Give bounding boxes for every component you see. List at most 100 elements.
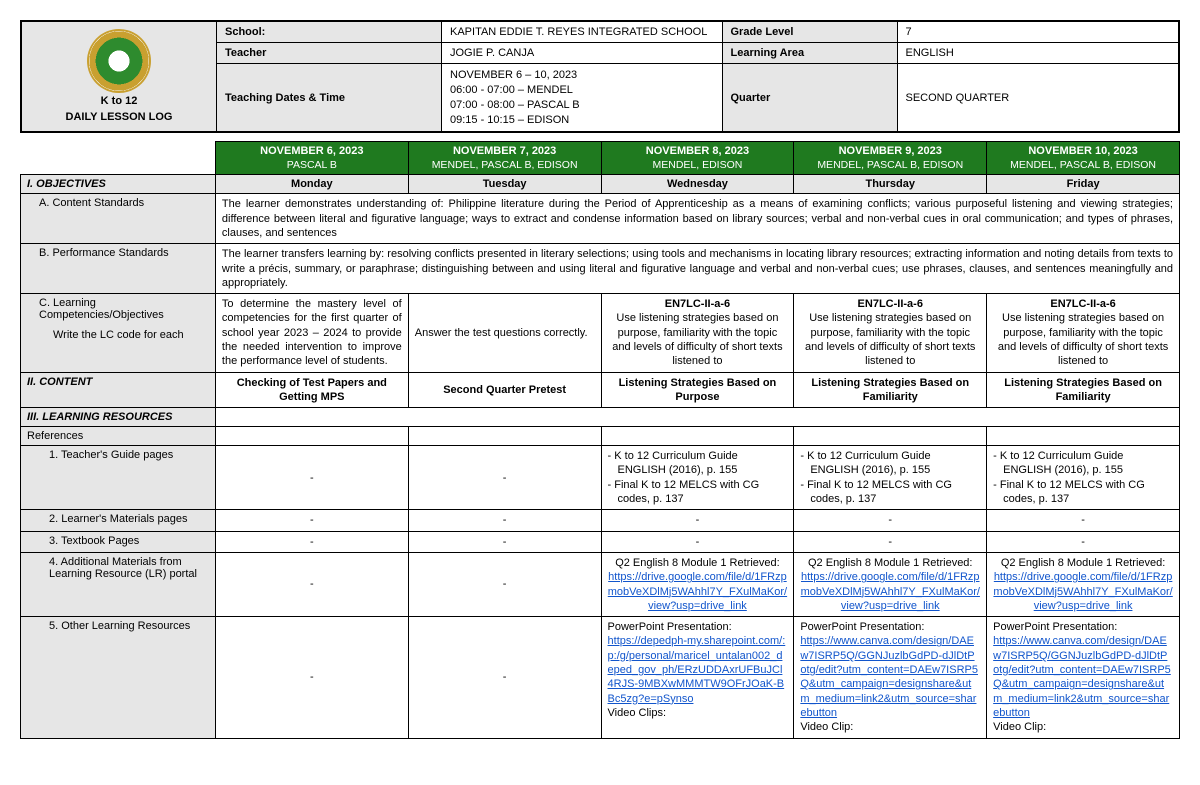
label-textbook: 3. Textbook Pages	[21, 531, 216, 552]
addl-link[interactable]: https://drive.google.com/file/d/1FRzpmob…	[993, 571, 1172, 612]
content-standards-text: The learner demonstrates understanding o…	[215, 194, 1179, 244]
day-header-row: NOVEMBER 6, 2023 PASCAL B NOVEMBER 7, 202…	[21, 142, 1180, 175]
comp-tue: Answer the test questions correctly.	[408, 294, 601, 372]
row-performance-standards: B. Performance Standards The learner tra…	[21, 244, 1180, 294]
day-classes: PASCAL B	[220, 159, 404, 173]
other-thu: PowerPoint Presentation: https://www.can…	[794, 617, 987, 738]
row-additional: 4. Additional Materials from Learning Re…	[21, 552, 1180, 616]
label-competencies-main: C. Learning Competencies/Objectives	[39, 297, 164, 321]
video-label: Video Clips:	[608, 707, 667, 719]
lc-text: Use listening strategies based on purpos…	[612, 312, 782, 367]
day-name: Friday	[987, 175, 1180, 194]
label-grade: Grade Level	[723, 22, 898, 43]
comp-fri: EN7LC-II-a-6 Use listening strategies ba…	[987, 294, 1180, 372]
section-objectives: I. OBJECTIVES	[21, 175, 216, 194]
day-header: NOVEMBER 7, 2023 MENDEL, PASCAL B, EDISON	[408, 142, 601, 175]
lc-code: EN7LC-II-a-6	[1050, 298, 1115, 310]
label-competencies: C. Learning Competencies/Objectives Writ…	[21, 294, 216, 372]
section-resources: III. LEARNING RESOURCES	[21, 408, 216, 427]
day-name: Monday	[215, 175, 408, 194]
tg-item: Final K to 12 MELCS with CG codes, p. 13…	[800, 478, 980, 507]
label-competencies-sub: Write the LC code for each	[39, 329, 184, 341]
row-references: References	[21, 427, 1180, 446]
row-content-standards: A. Content Standards The learner demonst…	[21, 194, 1180, 244]
pp-label: PowerPoint Presentation:	[993, 621, 1117, 633]
label-additional: 4. Additional Materials from Learning Re…	[21, 552, 216, 616]
row-resources-header: III. LEARNING RESOURCES	[21, 408, 1180, 427]
day-classes: MENDEL, PASCAL B, EDISON	[798, 159, 982, 173]
day-date: NOVEMBER 7, 2023	[453, 145, 556, 157]
day-date: NOVEMBER 8, 2023	[646, 145, 749, 157]
value-school: KAPITAN EDDIE T. REYES INTEGRATED SCHOOL	[442, 22, 723, 43]
pp-link[interactable]: https://www.canva.com/design/DAEw7ISRP5Q…	[993, 635, 1171, 718]
tg-item: K to 12 Curriculum Guide ENGLISH (2016),…	[608, 449, 788, 478]
tg-item: K to 12 Curriculum Guide ENGLISH (2016),…	[800, 449, 980, 478]
value-teacher: JOGIE P. CANJA	[442, 43, 723, 64]
day-date: NOVEMBER 10, 2023	[1028, 145, 1137, 157]
value-area: ENGLISH	[898, 43, 1179, 64]
day-name: Tuesday	[408, 175, 601, 194]
lesson-table: NOVEMBER 6, 2023 PASCAL B NOVEMBER 7, 202…	[20, 141, 1180, 738]
day-classes: MENDEL, PASCAL B, EDISON	[991, 159, 1175, 173]
tg-thu: K to 12 Curriculum Guide ENGLISH (2016),…	[794, 446, 987, 510]
tg-wed: K to 12 Curriculum Guide ENGLISH (2016),…	[601, 446, 794, 510]
content-wed: Listening Strategies Based on Purpose	[601, 372, 794, 408]
tg-item: K to 12 Curriculum Guide ENGLISH (2016),…	[993, 449, 1173, 478]
label-tg-pages: 1. Teacher's Guide pages	[21, 446, 216, 510]
other-fri: PowerPoint Presentation: https://www.can…	[987, 617, 1180, 738]
pp-label: PowerPoint Presentation:	[608, 621, 732, 633]
addl-fri: Q2 English 8 Module 1 Retrieved: https:/…	[987, 552, 1180, 616]
lc-text: Use listening strategies based on purpos…	[805, 312, 975, 367]
comp-mon: To determine the mastery level of compet…	[215, 294, 408, 372]
addl-link[interactable]: https://drive.google.com/file/d/1FRzpmob…	[608, 571, 787, 612]
addl-intro: Q2 English 8 Module 1 Retrieved:	[808, 557, 972, 569]
day-classes: MENDEL, PASCAL B, EDISON	[413, 159, 597, 173]
day-header: NOVEMBER 9, 2023 MENDEL, PASCAL B, EDISON	[794, 142, 987, 175]
tg-item: Final K to 12 MELCS with CG codes, p. 13…	[993, 478, 1173, 507]
pp-link[interactable]: https://depedph-my.sharepoint.com/:p:/g/…	[608, 635, 786, 704]
other-wed: PowerPoint Presentation: https://depedph…	[601, 617, 794, 738]
k12-title-2: DAILY LESSON LOG	[66, 111, 173, 123]
lesson-log: K to 12 DAILY LESSON LOG School: KAPITAN…	[20, 20, 1180, 133]
tg-item: Final K to 12 MELCS with CG codes, p. 13…	[608, 478, 788, 507]
label-performance-standards: B. Performance Standards	[21, 244, 216, 294]
day-name-row: I. OBJECTIVES Monday Tuesday Wednesday T…	[21, 175, 1180, 194]
day-classes: MENDEL, EDISON	[606, 159, 790, 173]
label-quarter: Quarter	[723, 64, 898, 131]
day-header: NOVEMBER 8, 2023 MENDEL, EDISON	[601, 142, 794, 175]
day-header: NOVEMBER 10, 2023 MENDEL, PASCAL B, EDISO…	[987, 142, 1180, 175]
row-content: II. CONTENT Checking of Test Papers and …	[21, 372, 1180, 408]
video-label: Video Clip:	[800, 721, 853, 733]
pp-link[interactable]: https://www.canva.com/design/DAEw7ISRP5Q…	[800, 635, 978, 718]
content-thu: Listening Strategies Based on Familiarit…	[794, 372, 987, 408]
lc-code: EN7LC-II-a-6	[665, 298, 730, 310]
day-date: NOVEMBER 6, 2023	[260, 145, 363, 157]
label-other: 5. Other Learning Resources	[21, 617, 216, 738]
value-dates-text: NOVEMBER 6 – 10, 2023 06:00 - 07:00 – ME…	[450, 68, 580, 127]
label-content-standards: A. Content Standards	[21, 194, 216, 244]
day-date: NOVEMBER 9, 2023	[839, 145, 942, 157]
value-quarter: SECOND QUARTER	[898, 64, 1179, 131]
addl-link[interactable]: https://drive.google.com/file/d/1FRzpmob…	[801, 571, 980, 612]
day-name: Thursday	[794, 175, 987, 194]
tg-fri: K to 12 Curriculum Guide ENGLISH (2016),…	[987, 446, 1180, 510]
label-dates: Teaching Dates & Time	[217, 64, 442, 131]
label-school: School:	[217, 22, 442, 43]
video-label: Video Clip:	[993, 721, 1046, 733]
header-grid: School: KAPITAN EDDIE T. REYES INTEGRATE…	[217, 22, 1178, 131]
content-tue: Second Quarter Pretest	[408, 372, 601, 408]
addl-intro: Q2 English 8 Module 1 Retrieved:	[615, 557, 779, 569]
comp-thu: EN7LC-II-a-6 Use listening strategies ba…	[794, 294, 987, 372]
pp-label: PowerPoint Presentation:	[800, 621, 924, 633]
school-logo-icon	[89, 31, 149, 91]
lc-code: EN7LC-II-a-6	[858, 298, 923, 310]
section-content: II. CONTENT	[21, 372, 216, 408]
label-lm-pages: 2. Learner's Materials pages	[21, 510, 216, 531]
label-area: Learning Area	[723, 43, 898, 64]
header-logo-block: K to 12 DAILY LESSON LOG	[22, 22, 217, 131]
addl-wed: Q2 English 8 Module 1 Retrieved: https:/…	[601, 552, 794, 616]
row-other-resources: 5. Other Learning Resources - - PowerPoi…	[21, 617, 1180, 738]
addl-intro: Q2 English 8 Module 1 Retrieved:	[1001, 557, 1165, 569]
day-name: Wednesday	[601, 175, 794, 194]
value-grade: 7	[898, 22, 1179, 43]
